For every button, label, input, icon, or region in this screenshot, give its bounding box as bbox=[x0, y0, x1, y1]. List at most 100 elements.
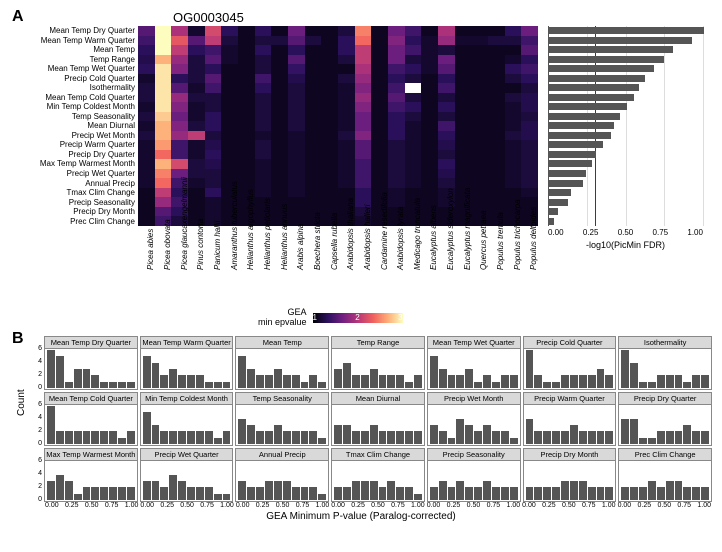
heatmap-cell bbox=[521, 178, 538, 188]
heatmap-cell bbox=[188, 55, 205, 65]
heatmap-cell bbox=[455, 83, 472, 93]
panel-b-ytick: 2 bbox=[38, 427, 42, 434]
panel-b-xtick-group: 0.000.250.500.751.00 bbox=[617, 502, 712, 509]
heatmap-row-label: Mean Temp Cold Quarter bbox=[8, 93, 135, 102]
panel-b-xtick: 0.50 bbox=[371, 502, 385, 509]
heatmap-cell bbox=[371, 131, 388, 141]
heatmap-cell bbox=[205, 178, 222, 188]
heatmap-cell bbox=[205, 93, 222, 103]
heatmap-cell bbox=[521, 169, 538, 179]
heatmap-row-label: Annual Precip bbox=[8, 179, 135, 188]
hist-bar bbox=[196, 431, 204, 444]
heatmap-cell bbox=[388, 178, 405, 188]
panel-b-xtick-group: 0.000.250.500.751.00 bbox=[330, 502, 425, 509]
heatmap-cell bbox=[488, 159, 505, 169]
heatmap-cell bbox=[255, 178, 272, 188]
heatmap-cell bbox=[255, 55, 272, 65]
hist-bar bbox=[274, 425, 282, 444]
heatmap-cell bbox=[238, 45, 255, 55]
heatmap-cell bbox=[405, 93, 422, 103]
heatmap-cell bbox=[488, 140, 505, 150]
barplot-tick: 0.50 bbox=[618, 228, 634, 237]
heatmap-cell bbox=[221, 102, 238, 112]
heatmap-cell bbox=[305, 159, 322, 169]
hist-bar bbox=[456, 481, 464, 500]
heatmap-cell bbox=[171, 93, 188, 103]
heatmap-cell bbox=[255, 150, 272, 160]
heatmap-row-label: Precip Wet Month bbox=[8, 131, 135, 140]
heatmap-cell bbox=[255, 169, 272, 179]
heatmap-cell bbox=[188, 26, 205, 36]
heatmap-cell bbox=[138, 102, 155, 112]
heatmap-cell bbox=[271, 178, 288, 188]
heatmap-cell bbox=[438, 102, 455, 112]
heatmap-cell bbox=[438, 121, 455, 131]
facet: Precip Cold Quarter bbox=[523, 336, 617, 390]
heatmap-row-label: Mean Temp bbox=[8, 45, 135, 54]
heatmap-cell bbox=[138, 55, 155, 65]
panel-b-xtick: 1.00 bbox=[125, 502, 139, 509]
facet-title: Prec Clim Change bbox=[619, 449, 711, 461]
panel-b-ytick: 0 bbox=[38, 440, 42, 447]
heatmap-cell bbox=[321, 131, 338, 141]
heatmap-cell bbox=[521, 159, 538, 169]
heatmap-cell bbox=[388, 83, 405, 93]
heatmap-cell bbox=[255, 159, 272, 169]
hist-bar bbox=[205, 431, 213, 444]
heatmap-cell bbox=[205, 26, 222, 36]
heatmap-cell bbox=[188, 83, 205, 93]
heatmap-cell bbox=[171, 102, 188, 112]
heatmap-cell bbox=[438, 93, 455, 103]
heatmap-cell bbox=[488, 74, 505, 84]
facet-bars bbox=[334, 406, 422, 444]
heatmap-cell bbox=[338, 159, 355, 169]
hist-bar bbox=[100, 487, 108, 500]
heatmap-cell bbox=[438, 150, 455, 160]
heatmap-cell bbox=[255, 83, 272, 93]
heatmap-cell bbox=[238, 131, 255, 141]
bar bbox=[549, 132, 611, 139]
hist-bar bbox=[621, 487, 629, 500]
heatmap-cell bbox=[521, 93, 538, 103]
heatmap-cell bbox=[255, 64, 272, 74]
heatmap-cell bbox=[388, 140, 405, 150]
facet: Temp Seasonality bbox=[235, 392, 329, 446]
facet: Mean Temp Dry Quarter bbox=[44, 336, 138, 390]
heatmap-cell bbox=[438, 64, 455, 74]
hist-bar bbox=[361, 431, 369, 444]
hist-bar bbox=[405, 431, 413, 444]
heatmap-cell bbox=[355, 26, 372, 36]
heatmap-cell bbox=[221, 83, 238, 93]
heatmap-cell bbox=[188, 36, 205, 46]
hist-bar bbox=[526, 487, 534, 500]
hist-bar bbox=[352, 431, 360, 444]
heatmap-cell bbox=[505, 55, 522, 65]
hist-bar bbox=[74, 431, 82, 444]
facet: Mean Temp bbox=[235, 336, 329, 390]
facet-title: Isothermality bbox=[619, 337, 711, 349]
hist-bar bbox=[127, 431, 135, 444]
heatmap-cell bbox=[438, 74, 455, 84]
heatmap-cell bbox=[471, 178, 488, 188]
heatmap-cell bbox=[271, 150, 288, 160]
hist-bar bbox=[238, 356, 246, 388]
heatmap-cell bbox=[138, 131, 155, 141]
heatmap-cell bbox=[271, 188, 288, 198]
hist-bar bbox=[91, 431, 99, 444]
heatmap-cell bbox=[421, 178, 438, 188]
panel-b-xtick: 0.25 bbox=[447, 502, 461, 509]
heatmap-cell bbox=[438, 45, 455, 55]
heatmap-cell bbox=[338, 188, 355, 198]
heatmap-cell bbox=[338, 112, 355, 122]
hist-bar bbox=[387, 431, 395, 444]
heatmap-row-label: Mean Diurnal bbox=[8, 121, 135, 130]
heatmap-cell bbox=[321, 45, 338, 55]
heatmap-cell bbox=[371, 112, 388, 122]
hist-bar bbox=[309, 487, 317, 500]
heatmap-col-labels: Picea abiesPicea obovataPicea glaucaxeng… bbox=[138, 228, 538, 314]
heatmap-cell bbox=[505, 26, 522, 36]
heatmap-cell bbox=[155, 93, 172, 103]
heatmap-cell bbox=[471, 83, 488, 93]
facet-bars bbox=[526, 350, 614, 388]
heatmap-cell bbox=[221, 150, 238, 160]
